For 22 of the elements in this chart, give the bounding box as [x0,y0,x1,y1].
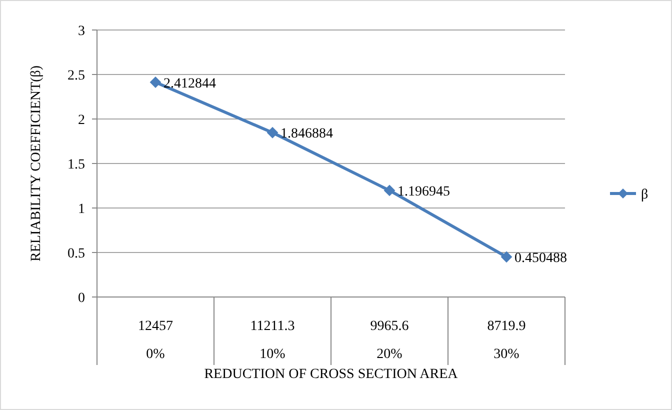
y-tick-label: 2.5 [68,68,85,84]
point [150,76,161,88]
point [501,251,512,262]
x-tick-label: 9965.6 20% [370,319,409,362]
y-tick-label: 0.5 [68,246,85,262]
y-axis-title: RELIABILITY COEFFICIENT(β) [29,65,44,262]
data-label: 2.412844 [164,76,216,92]
data-label: 1.846884 [280,126,333,142]
x-tick-label: 11211.3 10% [250,319,295,362]
y-tick-label: 0 [78,290,85,306]
point [267,127,278,138]
y-tick-label: 1 [78,202,85,217]
y-tick-label: 1.5 [68,157,85,172]
x-tick-label: 12457 0% [138,319,173,362]
y-tick-label: 2 [78,112,85,128]
data-label: 1.196945 [398,184,450,200]
x-axis-title: REDUCTION OF CROSS SECTION AREA [204,367,459,382]
legend-label: β [641,187,648,202]
y-tick-label: 3 [78,24,85,39]
x-tick-label: 8719.9 30% [487,319,526,362]
point [384,184,395,196]
data-label: 0.450488 [514,250,567,266]
